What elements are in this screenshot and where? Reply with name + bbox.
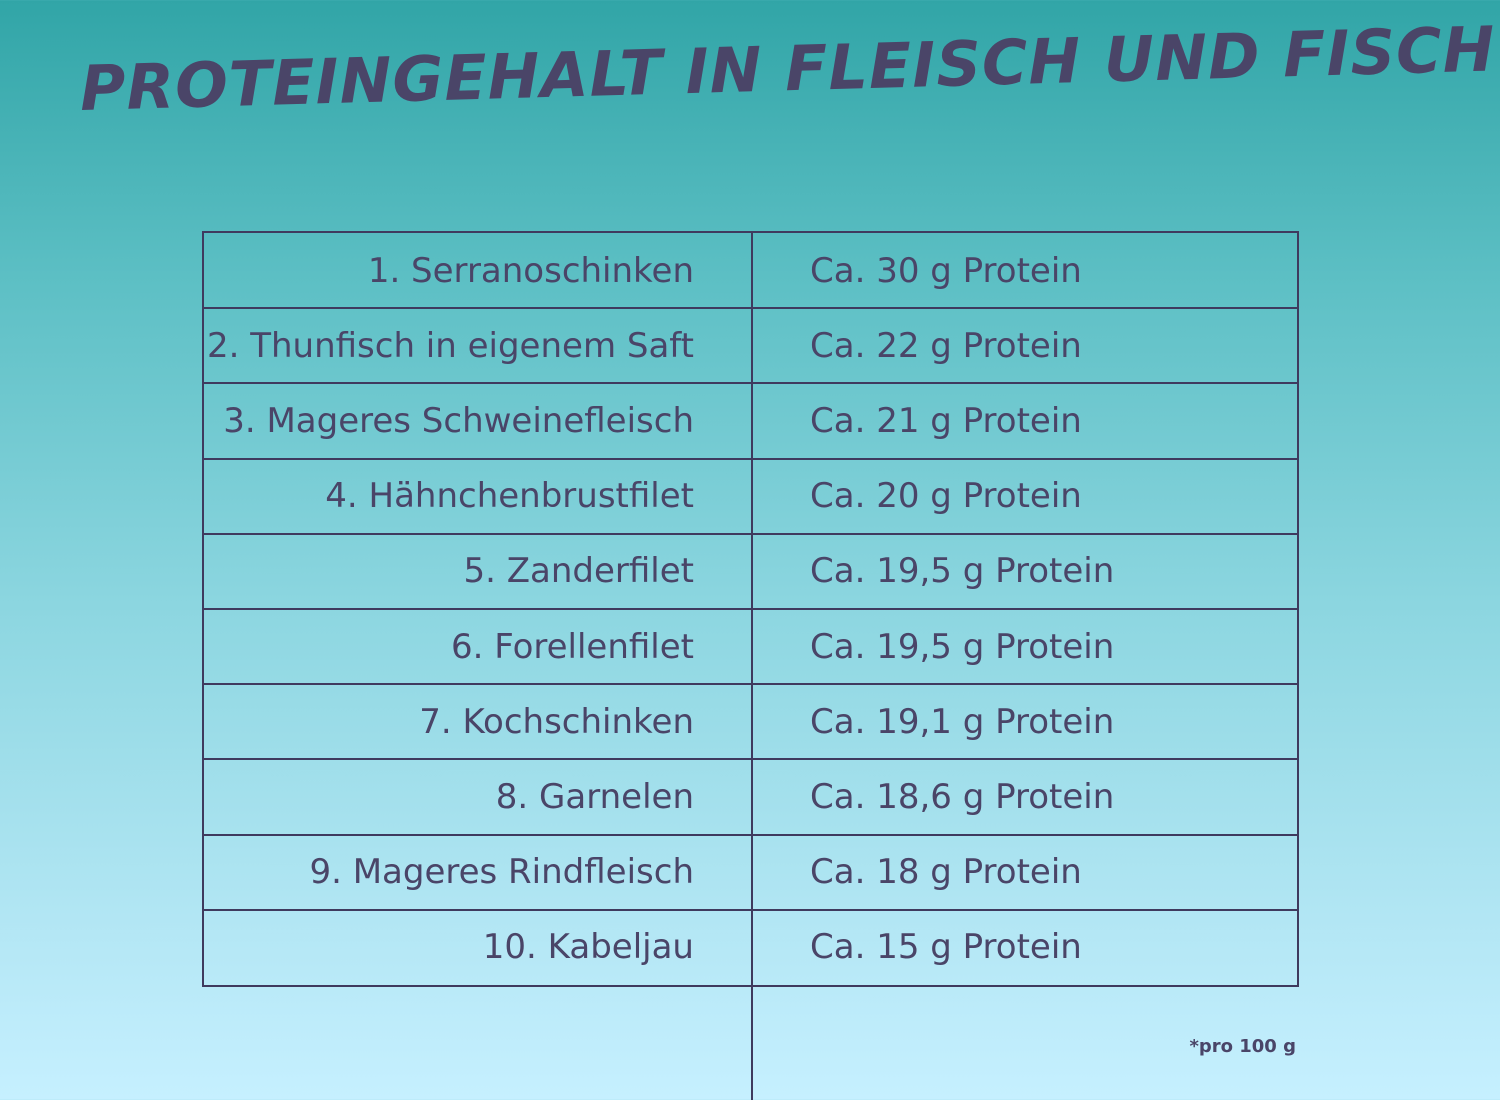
protein-value-cell: Ca. 19,5 g Protein: [810, 626, 1115, 667]
protein-value-cell: Ca. 18 g Protein: [810, 852, 1082, 893]
table-row: 6. Forellenfilet Ca. 19,5 g Protein: [204, 609, 1297, 684]
row-divider: [204, 758, 1297, 761]
protein-value-cell: Ca. 19,5 g Protein: [810, 551, 1115, 592]
protein-value-cell: Ca. 20 g Protein: [810, 476, 1082, 517]
food-name-cell: 1. Serranoschinken: [367, 250, 694, 291]
food-name-cell: 6. Forellenfilet: [450, 626, 694, 667]
food-name-cell: 8. Garnelen: [495, 776, 694, 817]
food-name-cell: 2. Thunfisch in eigenem Saft: [206, 325, 694, 366]
page-title: PROTEINGEHALT IN FLEISCH UND FISCH - TOP…: [78, 3, 1500, 125]
row-divider: [204, 608, 1297, 610]
table-row: 3. Mageres Schweinefleisch Ca. 21 g Prote…: [204, 383, 1297, 458]
column-divider: [751, 231, 753, 1100]
food-name-cell: 10. Kabeljau: [482, 927, 694, 968]
row-divider: [204, 532, 1297, 535]
table-row: 10. Kabeljau Ca. 15 g Protein: [204, 910, 1297, 985]
row-divider: [204, 908, 1297, 911]
row-divider: [204, 307, 1297, 310]
protein-table: 1. Serranoschinken Ca. 30 g Protein 2. Thu…: [202, 231, 1299, 987]
footnote: *pro 100 g: [1189, 1036, 1296, 1057]
protein-value-cell: Ca. 21 g Protein: [810, 400, 1082, 441]
table-row: 2. Thunfisch in eigenem Saft Ca. 22 g Pro…: [204, 308, 1297, 383]
protein-value-cell: Ca. 19,1 g Protein: [810, 701, 1115, 742]
row-divider: [204, 382, 1297, 385]
row-divider: [204, 833, 1297, 836]
protein-value-cell: Ca. 15 g Protein: [810, 927, 1082, 968]
table-row: 8. Garnelen Ca. 18,6 g Protein: [204, 759, 1297, 834]
food-name-cell: 4. Hähnchenbrustfilet: [325, 476, 694, 517]
food-name-cell: 3. Mageres Schweinefleisch: [223, 400, 694, 441]
table-row: 1. Serranoschinken Ca. 30 g Protein: [204, 233, 1297, 308]
row-divider: [204, 683, 1297, 686]
table-row: 5. Zanderfilet Ca. 19,5 g Protein: [204, 534, 1297, 609]
food-name-cell: 5. Zanderfilet: [463, 551, 694, 592]
table-row: 4. Hähnchenbrustfilet Ca. 20 g Protein: [204, 459, 1297, 534]
protein-value-cell: Ca. 30 g Protein: [810, 250, 1082, 291]
food-name-cell: 9. Mageres Rindfleisch: [309, 852, 694, 893]
row-divider: [204, 457, 1297, 460]
table-row: 9. Mageres Rindfleisch Ca. 18 g Protein: [204, 835, 1297, 910]
food-name-cell: 7. Kochschinken: [419, 701, 694, 742]
table-row: 7. Kochschinken Ca. 19,1 g Protein: [204, 684, 1297, 759]
protein-value-cell: Ca. 18,6 g Protein: [810, 776, 1115, 817]
protein-value-cell: Ca. 22 g Protein: [810, 325, 1082, 366]
